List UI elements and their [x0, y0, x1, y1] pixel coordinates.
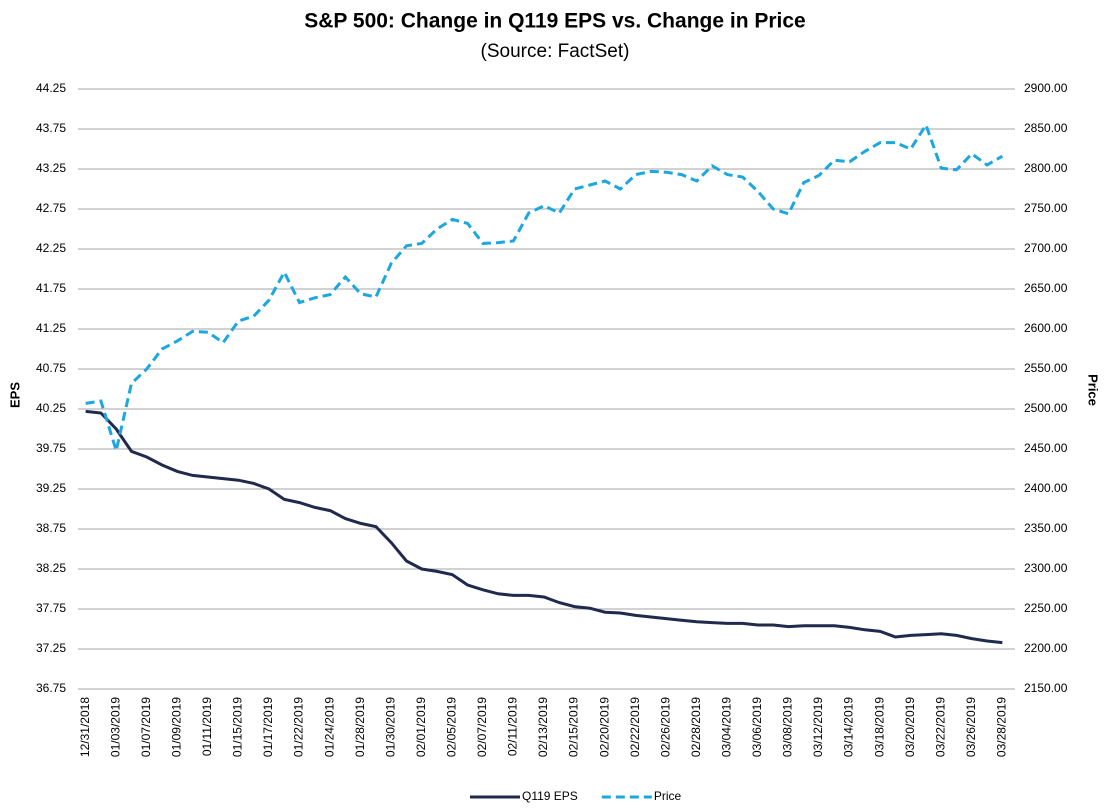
- x-tick-label: 01/09/2019: [169, 697, 183, 757]
- y2-tick-label: 2800.00: [1024, 161, 1068, 175]
- x-tick-label: 03/22/2019: [933, 697, 947, 757]
- y2-tick-label: 2900.00: [1024, 81, 1068, 95]
- chart-title: S&P 500: Change in Q119 EPS vs. Change i…: [304, 10, 805, 33]
- y-tick-label: 39.75: [36, 441, 66, 455]
- y-tick-label: 42.25: [36, 241, 66, 255]
- data-line: [85, 121, 1004, 457]
- y-tick-label: 36.75: [36, 681, 66, 695]
- x-tick-label: 02/26/2019: [658, 697, 672, 757]
- y-axis-title: EPS: [7, 382, 22, 408]
- x-tick-label: 03/26/2019: [964, 697, 978, 757]
- legend-label: Price: [654, 789, 682, 803]
- x-tick-label: 01/03/2019: [108, 697, 122, 757]
- x-tick-label: 03/12/2019: [811, 697, 825, 757]
- x-tick-label: 01/28/2019: [353, 697, 367, 757]
- x-tick-label: 02/20/2019: [597, 697, 611, 757]
- y2-tick-label: 2400.00: [1024, 481, 1068, 495]
- x-tick-label: 01/30/2019: [383, 697, 397, 757]
- y2-tick-label: 2350.00: [1024, 521, 1068, 535]
- y2-tick-label: 2600.00: [1024, 321, 1068, 335]
- y-tick-label: 38.75: [36, 521, 66, 535]
- x-tick-label: 03/14/2019: [842, 697, 856, 757]
- y-tick-label: 38.25: [36, 561, 66, 575]
- y2-tick-label: 2450.00: [1024, 441, 1068, 455]
- x-tick-label: 01/15/2019: [231, 697, 245, 757]
- y2-tick-label: 2500.00: [1024, 401, 1068, 415]
- y2-tick-label: 2250.00: [1024, 601, 1068, 615]
- y-tick-label: 37.25: [36, 641, 66, 655]
- y-tick-label: 40.75: [36, 361, 66, 375]
- y-tick-label: 39.25: [36, 481, 66, 495]
- x-tick-label: 02/13/2019: [536, 697, 550, 757]
- chart-subtitle: (Source: FactSet): [481, 41, 630, 62]
- legend-label: Q119 EPS: [522, 789, 578, 803]
- x-tick-label: 02/01/2019: [414, 697, 428, 757]
- x-tick-label: 01/22/2019: [292, 697, 306, 757]
- x-tick-label: 12/31/2018: [78, 697, 92, 757]
- y2-axis-title: Price: [1086, 374, 1101, 406]
- x-tick-label: 02/28/2019: [689, 697, 703, 757]
- y2-tick-label: 2550.00: [1024, 361, 1068, 375]
- x-tick-label: 03/08/2019: [781, 697, 795, 757]
- x-tick-label: 01/24/2019: [322, 697, 336, 757]
- y-tick-label: 43.25: [36, 161, 66, 175]
- y-tick-label: 41.75: [36, 281, 66, 295]
- y2-tick-label: 2850.00: [1024, 121, 1068, 135]
- y2-tick-label: 2750.00: [1024, 201, 1068, 215]
- x-tick-label: 02/11/2019: [506, 697, 520, 756]
- x-tick-label: 01/07/2019: [139, 697, 153, 757]
- x-tick-label: 02/07/2019: [475, 697, 489, 757]
- y-tick-label: 37.75: [36, 601, 66, 615]
- y-tick-label: 41.25: [36, 321, 66, 335]
- y2-tick-label: 2300.00: [1024, 561, 1068, 575]
- y2-tick-label: 2200.00: [1024, 641, 1068, 655]
- x-tick-label: 02/15/2019: [567, 697, 581, 757]
- y-tick-label: 42.75: [36, 201, 66, 215]
- y-tick-label: 40.25: [36, 401, 66, 415]
- data-line: [85, 409, 1003, 645]
- x-tick-label: 02/05/2019: [444, 697, 458, 757]
- x-tick-label: 01/11/2019: [200, 697, 214, 756]
- x-tick-label: 03/06/2019: [750, 697, 764, 757]
- x-tick-label: 01/17/2019: [261, 697, 275, 757]
- x-tick-label: 03/28/2019: [995, 697, 1009, 757]
- x-tick-label: 03/04/2019: [720, 697, 734, 757]
- y2-tick-label: 2650.00: [1024, 281, 1068, 295]
- x-tick-label: 02/22/2019: [628, 697, 642, 757]
- y2-tick-label: 2150.00: [1024, 681, 1068, 695]
- x-tick-label: 03/20/2019: [903, 697, 917, 757]
- x-tick-label: 03/18/2019: [872, 697, 886, 757]
- y-tick-label: 43.75: [36, 121, 66, 135]
- y2-tick-label: 2700.00: [1024, 241, 1068, 255]
- y-tick-label: 44.25: [36, 81, 66, 95]
